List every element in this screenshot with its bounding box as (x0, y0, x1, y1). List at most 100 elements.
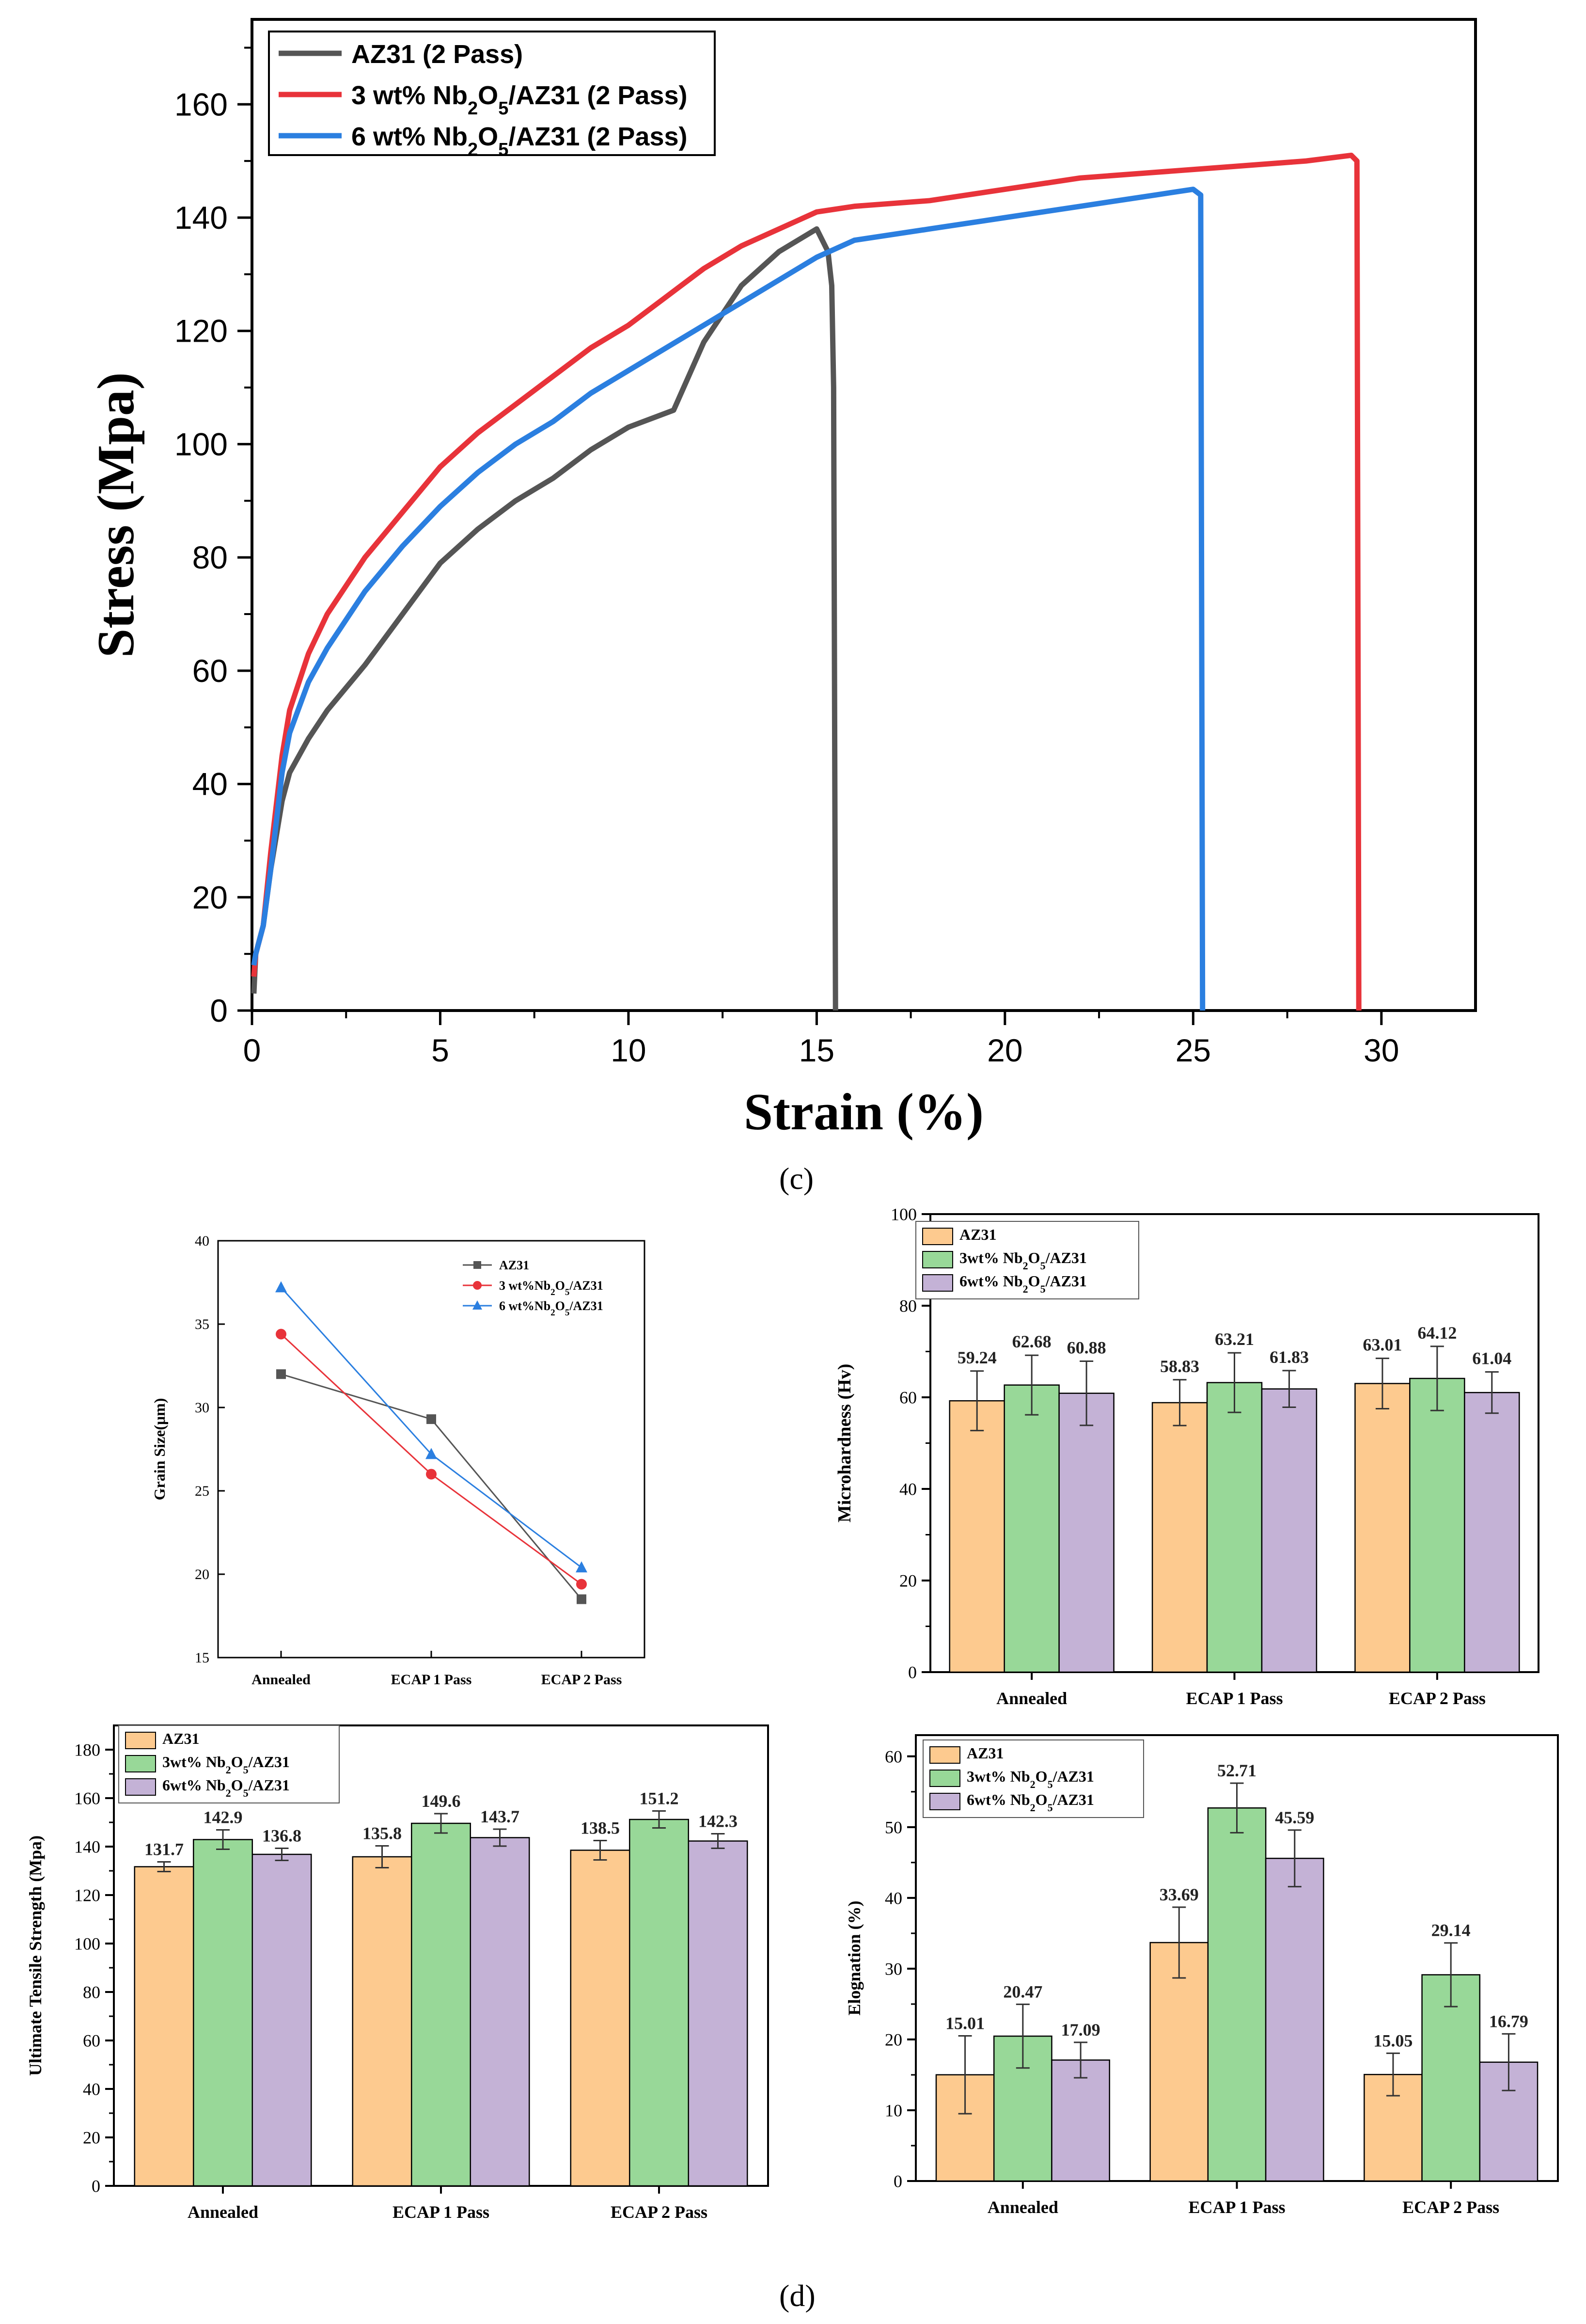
data-label: 17.09 (1061, 2020, 1100, 2039)
x-tick-label: Annealed (188, 2202, 258, 2222)
bar (688, 1840, 748, 2187)
x-tick-label: 10 (611, 1032, 646, 1068)
bar (251, 1853, 312, 2187)
data-label: 33.69 (1160, 1885, 1199, 1904)
legend-swatch (125, 1732, 156, 1749)
y-tick-label: 60 (83, 2031, 100, 2051)
legend-swatch (922, 1274, 953, 1292)
data-marker (276, 1369, 286, 1379)
legend-swatch (125, 1755, 156, 1772)
bar (352, 1856, 412, 2187)
y-tick-label: 40 (195, 1233, 209, 1249)
y-tick-label: 100 (174, 426, 228, 462)
y-tick-label: 20 (195, 1566, 209, 1582)
legend-swatch (922, 1228, 953, 1245)
x-tick-label: 5 (431, 1032, 449, 1068)
x-tick-label: 20 (987, 1032, 1022, 1068)
x-tick-label: 30 (1364, 1032, 1399, 1068)
y-tick-label: 120 (74, 1886, 100, 1905)
legend-label: 6 wt% Nb2O5/AZ31 (2 Pass) (351, 122, 688, 160)
y-tick-label: 40 (83, 2080, 100, 2099)
y-tick-label: 35 (195, 1316, 209, 1332)
data-label: 142.9 (204, 1808, 243, 1827)
y-tick-label: 160 (74, 1789, 100, 1808)
series-line (280, 1333, 582, 1585)
x-tick-label: ECAP 1 Pass (391, 1672, 472, 1688)
y-tick-label: 60 (192, 653, 228, 689)
legend-swatch (929, 1770, 960, 1787)
data-label: 61.83 (1270, 1347, 1309, 1367)
legend-label: 6wt% Nb2O5/AZ31 (967, 1791, 1094, 1814)
bar (470, 1837, 530, 2187)
plot-frame (251, 18, 1477, 1012)
legend-label: AZ31 (162, 1730, 199, 1747)
data-label: 59.24 (958, 1348, 997, 1367)
y-tick-label: 0 (210, 993, 228, 1028)
bar (411, 1822, 471, 2187)
y-tick-label: 100 (891, 1205, 917, 1224)
legend-label: 3 wt% Nb2O5/AZ31 (2 Pass) (351, 81, 688, 119)
legend-label: 6 wt%Nb2O5/AZ31 (499, 1299, 603, 1318)
x-tick-label: ECAP 2 Pass (1402, 2198, 1499, 2217)
x-tick-label: 0 (243, 1032, 261, 1068)
data-label: 16.79 (1489, 2011, 1528, 2031)
data-label: 62.68 (1012, 1332, 1052, 1351)
data-label: 143.7 (480, 1807, 519, 1826)
y-axis-label: Grain Size(μm) (151, 1398, 168, 1501)
bar (193, 1839, 253, 2187)
y-tick-label: 15 (195, 1650, 209, 1666)
x-tick-label: ECAP 2 Pass (611, 2202, 707, 2222)
data-label: 45.59 (1275, 1808, 1314, 1827)
bar (1409, 1377, 1465, 1673)
data-label: 151.2 (640, 1789, 679, 1808)
bar (1464, 1391, 1520, 1673)
legend-label: AZ31 (499, 1258, 529, 1272)
y-tick-label: 60 (899, 1388, 917, 1407)
data-label: 63.01 (1363, 1335, 1402, 1355)
y-tick-label: 20 (885, 2030, 902, 2050)
panel-label-c: (c) (779, 1161, 814, 1196)
legend-label: 6wt% Nb2O5/AZ31 (959, 1272, 1087, 1295)
x-tick-label: Annealed (996, 1689, 1067, 1708)
y-tick-label: 140 (174, 200, 228, 236)
y-tick-label: 0 (92, 2177, 100, 2196)
y-tick-label: 20 (899, 1571, 917, 1591)
x-tick-label: ECAP 1 Pass (1186, 1689, 1283, 1708)
data-label: 136.8 (262, 1826, 301, 1846)
data-marker (426, 1469, 437, 1480)
data-label: 63.21 (1215, 1329, 1254, 1349)
data-marker (577, 1594, 586, 1604)
y-tick-label: 30 (195, 1400, 209, 1416)
y-tick-label: 0 (894, 2172, 902, 2191)
bar (949, 1400, 1005, 1673)
legend-label: 3wt% Nb2O5/AZ31 (967, 1768, 1094, 1790)
y-tick-label: 40 (885, 1888, 902, 1908)
series-line (280, 1287, 582, 1568)
y-tick-label: 30 (885, 1960, 902, 1979)
data-label: 58.83 (1160, 1357, 1199, 1376)
y-tick-label: 80 (83, 1983, 100, 2002)
elongation-chart: 0 10 20 30 40 50 60 Annealed 15.01 20.47 17.09 ECAP… (845, 1734, 1559, 2217)
legend-label: 3wt% Nb2O5/AZ31 (959, 1249, 1087, 1272)
x-tick-label: 15 (799, 1032, 834, 1068)
grain-size-chart: 15 20 25 30 35 40 Annealed ECAP 1 Pass ECAP 2 Pa… (151, 1233, 645, 1688)
y-tick-label: 50 (885, 1818, 902, 1837)
bar (1207, 1807, 1267, 2182)
y-tick-label: 160 (174, 86, 228, 122)
data-marker (426, 1414, 436, 1424)
bar (629, 1818, 689, 2187)
y-tick-label: 0 (908, 1663, 917, 1682)
y-tick-label: 100 (74, 1934, 100, 1954)
data-label: 61.04 (1472, 1349, 1511, 1368)
data-label: 60.88 (1067, 1338, 1106, 1358)
series-line (251, 187, 1206, 1011)
legend-swatch (922, 1251, 953, 1268)
legend-label: AZ31 (959, 1226, 996, 1243)
y-axis-label: Stress (Mpa) (87, 372, 145, 658)
x-tick-label: ECAP 1 Pass (393, 2202, 489, 2222)
y-tick-label: 20 (192, 879, 228, 915)
x-tick-label: 25 (1176, 1032, 1211, 1068)
bar (1354, 1383, 1411, 1673)
y-tick-label: 180 (74, 1740, 100, 1760)
